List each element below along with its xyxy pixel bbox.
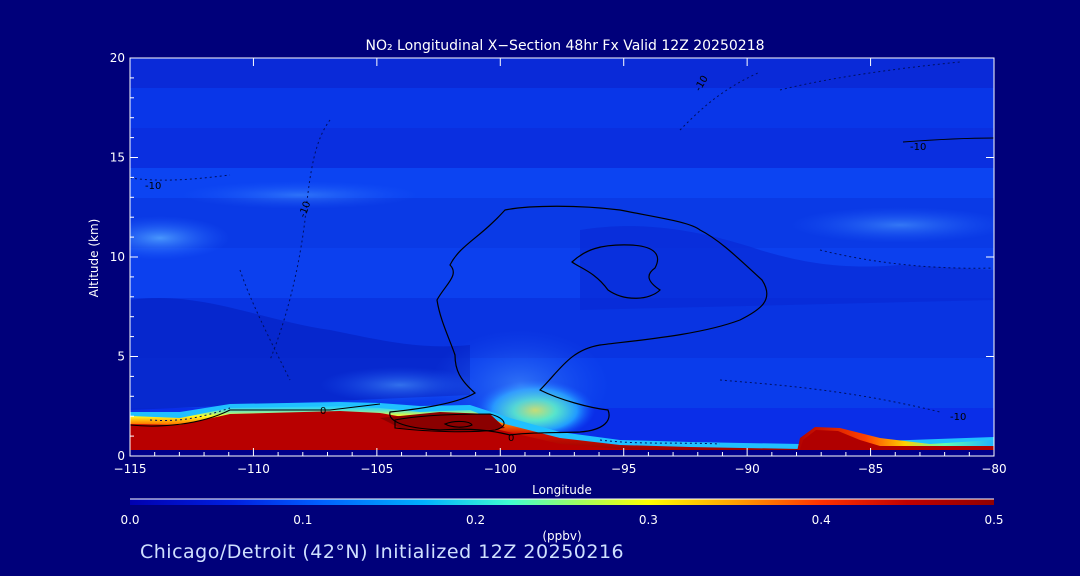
y-tick-label: 15 <box>110 151 125 165</box>
dashed-contour <box>819 249 994 269</box>
glow <box>790 207 994 243</box>
x-tick-label: −100 <box>484 462 517 476</box>
ground <box>130 450 994 456</box>
chart-title: NO₂ Longitudinal X−Section 48hr Fx Valid… <box>365 38 764 54</box>
contour-line <box>394 413 505 433</box>
colorbar-label: (ppbv) <box>542 529 581 543</box>
x-tick-label: −80 <box>981 462 1006 476</box>
colorbar-tick-label: 0.2 <box>466 513 485 527</box>
dark-region <box>580 226 994 310</box>
dashed-contours <box>130 61 994 445</box>
x-tick-label: −95 <box>611 462 636 476</box>
glow <box>130 216 230 260</box>
colorbar-tick-label: 0.3 <box>639 513 658 527</box>
dashed-contour <box>679 71 761 131</box>
dashed-contour <box>599 439 721 445</box>
contour-line <box>902 137 994 143</box>
contour-label: -10 <box>950 412 966 423</box>
band <box>130 128 994 168</box>
contour-line <box>389 205 768 436</box>
band <box>130 58 994 88</box>
surface-red <box>130 411 994 456</box>
x-axis-label: Longitude <box>532 483 592 497</box>
dashed-contour <box>269 119 331 361</box>
y-axis: 0 5 10 15 20 <box>110 51 994 463</box>
contour-label: 0 <box>508 433 514 444</box>
dashed-contour <box>149 407 231 421</box>
band <box>130 88 994 128</box>
contour-label: -10 <box>910 142 926 153</box>
dashed-contour <box>779 61 961 91</box>
colorbar-tick-label: 0.5 <box>984 513 1003 527</box>
contour-line <box>571 244 661 299</box>
y-tick-label: 0 <box>117 449 125 463</box>
contour-line <box>130 403 381 427</box>
x-axis: −115 −110 −105 −100 −95 −90 −85 −80 <box>114 58 1007 476</box>
dashed-contour <box>239 269 291 381</box>
x-tick-label: −85 <box>858 462 883 476</box>
y-tick-label: 10 <box>110 250 125 264</box>
y-tick-label: 5 <box>117 350 125 364</box>
contour-label: 0 <box>320 406 326 417</box>
x-tick-label: −90 <box>734 462 759 476</box>
x-tick-label: −105 <box>360 462 393 476</box>
no2-field: -10 -10 -10 -10 -10 0 0 <box>130 58 994 456</box>
y-axis-label: Altitude (km) <box>87 219 101 298</box>
colorbar-tick-label: 0.0 <box>120 513 139 527</box>
contour-label: -10 <box>297 200 313 219</box>
colorbar-ticks: 0.0 0.1 0.2 0.3 0.4 0.5 <box>120 513 1003 527</box>
dashed-contour <box>130 174 231 181</box>
y-tick-label: 20 <box>110 51 125 65</box>
colorbar-tick-label: 0.4 <box>812 513 831 527</box>
colorbar <box>130 499 994 505</box>
colorbar-tick-label: 0.1 <box>293 513 312 527</box>
contour-label: -10 <box>145 181 161 192</box>
x-tick-label: −110 <box>237 462 270 476</box>
surface-hump-core <box>798 430 994 456</box>
footer-caption: Chicago/Detroit (42°N) Initialized 12Z 2… <box>140 541 625 563</box>
glow <box>180 181 420 209</box>
contour-line <box>443 420 473 428</box>
x-tick-label: −115 <box>114 462 147 476</box>
